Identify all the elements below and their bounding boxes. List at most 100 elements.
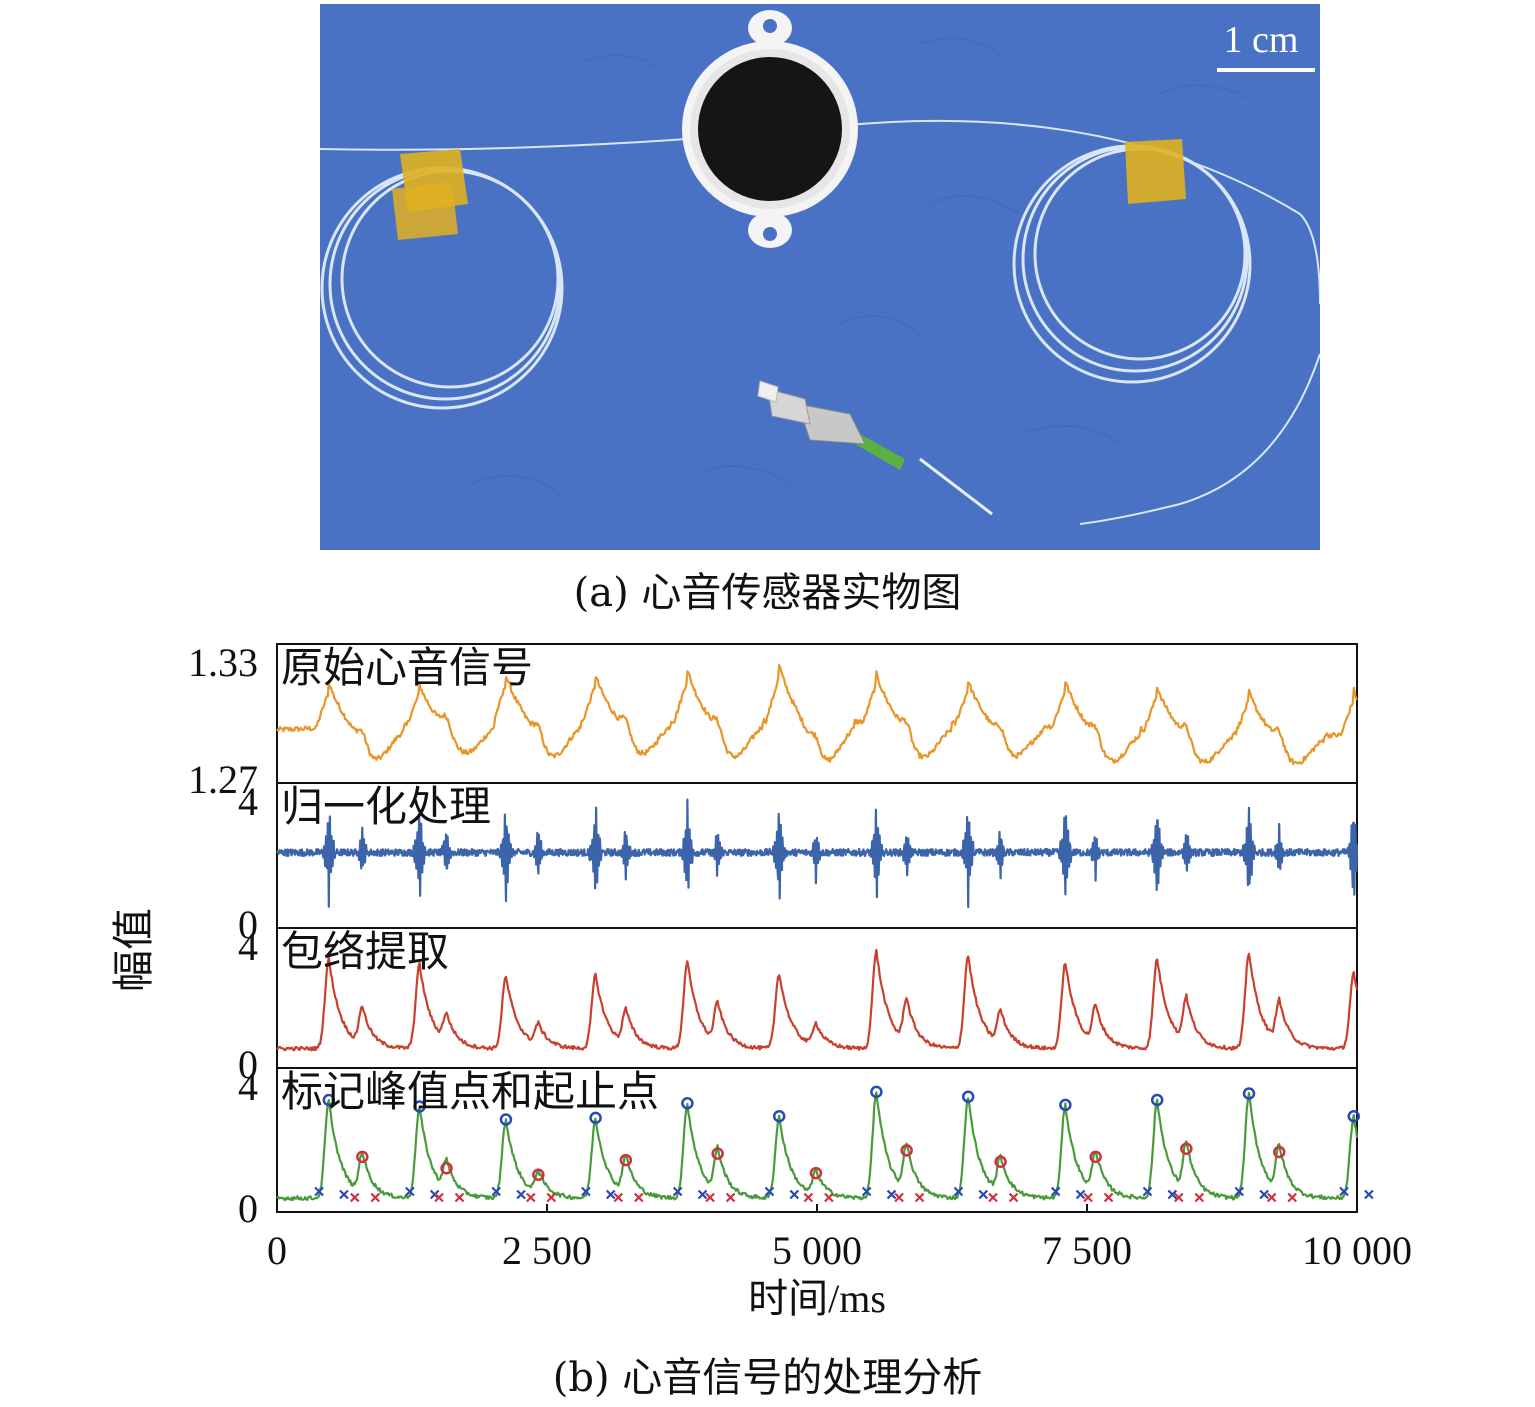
s2-onset-marker xyxy=(1083,1192,1093,1203)
s1-peak-marker xyxy=(870,1085,883,1099)
panel-title: 标记峰值点和起止点 xyxy=(281,1067,659,1116)
s2-peak-marker xyxy=(994,1155,1007,1168)
s1-offset-marker xyxy=(1167,1189,1178,1200)
panel-title: 归一化处理 xyxy=(281,782,491,831)
y-axis-label: 幅值 xyxy=(112,908,158,992)
s1-peak-marker xyxy=(322,1093,336,1107)
s2-offset-marker xyxy=(634,1192,644,1203)
s2-peak-marker xyxy=(809,1166,823,1180)
s2-peak-marker xyxy=(440,1162,453,1175)
s1-peak-marker xyxy=(681,1097,694,1110)
series-line xyxy=(275,798,1359,909)
s1-offset-marker xyxy=(339,1189,349,1200)
s1-onset-marker xyxy=(1142,1186,1153,1197)
s1-onset-marker xyxy=(861,1186,872,1197)
s2-peak-marker xyxy=(619,1153,633,1167)
s1-onset-marker xyxy=(405,1186,415,1197)
s2-onset-marker xyxy=(349,1192,360,1203)
s2-onset-marker xyxy=(1174,1192,1184,1203)
s1-offset-marker xyxy=(978,1189,989,1200)
s2-peak-marker xyxy=(1272,1145,1286,1159)
s2-offset-marker xyxy=(370,1192,381,1203)
s2-peak-marker xyxy=(532,1168,545,1181)
s1-offset-marker xyxy=(1364,1189,1374,1200)
optical-fiber xyxy=(320,119,1320,525)
s2-peak-marker xyxy=(356,1150,369,1164)
s1-peak-marker xyxy=(1347,1110,1361,1123)
s1-onset-marker xyxy=(953,1186,964,1197)
x-tick-label: 5 000 xyxy=(772,1228,862,1273)
s1-offset-marker xyxy=(886,1189,897,1200)
s2-offset-marker xyxy=(454,1192,465,1203)
s1-onset-marker xyxy=(491,1186,502,1197)
s2-offset-marker xyxy=(725,1192,736,1203)
s1-onset-marker xyxy=(672,1186,683,1197)
s2-onset-marker xyxy=(526,1192,536,1203)
s1-peak-marker xyxy=(1242,1087,1256,1100)
s1-peak-marker xyxy=(772,1110,786,1123)
s1-onset-marker xyxy=(314,1186,324,1197)
s2-onset-marker xyxy=(705,1192,715,1203)
y-tick-label: 0 xyxy=(238,1186,258,1231)
s2-onset-marker xyxy=(894,1192,904,1203)
s2-onset-marker xyxy=(434,1192,444,1203)
x-tick-label: 0 xyxy=(267,1228,287,1273)
scale-bar-label: 1 cm xyxy=(1224,19,1299,61)
y-tick-label: 0 xyxy=(238,1042,258,1087)
s1-peak-marker xyxy=(499,1113,513,1126)
s1-peak-marker xyxy=(589,1111,602,1125)
sensor-photo: 1 cm xyxy=(320,4,1320,550)
s2-onset-marker xyxy=(803,1192,814,1203)
y-tick-label: 1.33 xyxy=(188,640,258,685)
series-line xyxy=(276,1091,1359,1202)
x-tick-label: 2 500 xyxy=(502,1228,592,1273)
right-tape xyxy=(1125,139,1186,204)
x-tick-label: 7 500 xyxy=(1042,1228,1132,1273)
y-tick-label: 0 xyxy=(238,902,258,947)
s1-offset-marker xyxy=(1259,1189,1269,1200)
s2-offset-marker xyxy=(824,1192,834,1203)
y-tick-label: 4 xyxy=(238,779,258,824)
panel-title: 原始心音信号 xyxy=(281,643,533,692)
series-line xyxy=(276,663,1358,766)
caption-b: (b) 心音信号的处理分析 xyxy=(552,1355,983,1401)
s2-peak-marker xyxy=(711,1147,724,1160)
s1-offset-marker xyxy=(697,1189,708,1200)
s1-onset-marker xyxy=(581,1186,591,1197)
s2-offset-marker xyxy=(546,1192,557,1203)
y-tick-label: 1.27 xyxy=(188,757,258,802)
panel-title: 包络提取 xyxy=(281,927,449,976)
fiber-connector xyxy=(757,380,993,516)
s2-onset-marker xyxy=(988,1192,998,1203)
s1-offset-marker xyxy=(605,1189,616,1200)
s1-peak-marker xyxy=(961,1090,975,1103)
series-line xyxy=(276,948,1359,1052)
s1-peak-marker xyxy=(1150,1093,1164,1107)
s2-peak-marker xyxy=(1089,1150,1102,1164)
s1-peak-marker xyxy=(1059,1098,1072,1112)
x-tick-label: 10 000 xyxy=(1302,1228,1412,1273)
s2-offset-marker xyxy=(1103,1192,1114,1203)
x-axis-label: 时间/ms xyxy=(748,1276,886,1321)
s1-onset-marker xyxy=(1339,1186,1349,1197)
s1-onset-marker xyxy=(764,1186,775,1197)
s1-onset-marker xyxy=(1050,1186,1061,1197)
s2-onset-marker xyxy=(613,1192,624,1203)
s2-peak-marker xyxy=(1180,1142,1193,1155)
s1-peak-marker xyxy=(413,1100,426,1113)
s2-offset-marker xyxy=(1287,1192,1297,1203)
s1-offset-marker xyxy=(1075,1189,1086,1200)
sensor-head xyxy=(682,10,858,248)
left-tape xyxy=(392,149,468,240)
s2-offset-marker xyxy=(1008,1192,1019,1203)
s2-offset-marker xyxy=(914,1192,925,1203)
caption-a: (a) 心音传感器实物图 xyxy=(573,570,962,616)
y-tick-label: 4 xyxy=(238,1064,258,1109)
s1-onset-marker xyxy=(1234,1186,1245,1197)
background-texture xyxy=(469,37,1251,495)
s2-onset-marker xyxy=(1266,1192,1277,1203)
s1-offset-marker xyxy=(789,1189,800,1200)
s1-offset-marker xyxy=(516,1189,526,1200)
y-tick-label: 4 xyxy=(238,924,258,969)
s2-offset-marker xyxy=(1194,1192,1205,1203)
